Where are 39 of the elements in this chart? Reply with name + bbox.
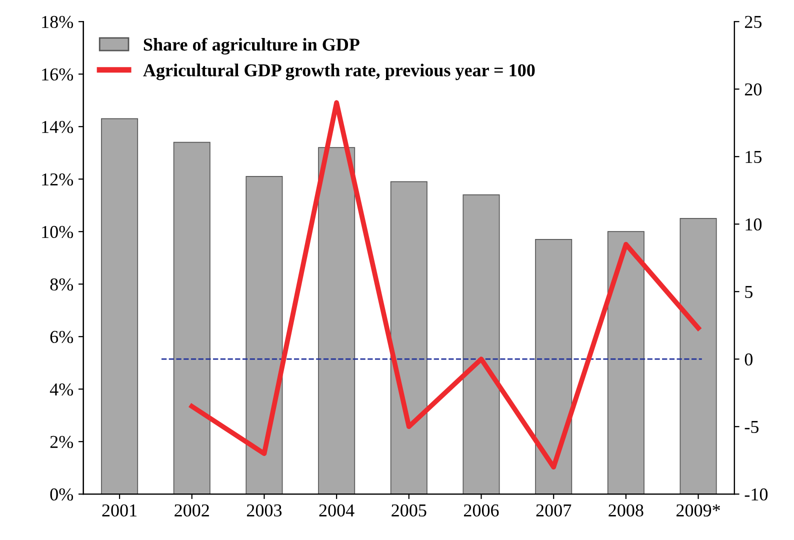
legend-label: Share of agriculture in GDP — [144, 38, 360, 55]
y2-tick-label: 15 — [746, 150, 762, 164]
legend-label: Agricultural GDP growth rate, previous year = 100 — [143, 64, 535, 80]
x-tick-label: 2008 — [608, 504, 644, 517]
line-series — [189, 100, 701, 470]
x-tick-label: 2003 — [246, 504, 282, 517]
bar — [462, 194, 500, 494]
bar — [535, 239, 572, 494]
y2-tick-label: 5 — [745, 286, 752, 298]
y-tick-label: 2% — [50, 436, 74, 448]
y-tick-label: 0% — [50, 488, 74, 501]
x-tick-label: 2009* — [676, 504, 720, 517]
y2-tick-label: 25 — [744, 16, 762, 28]
y-tick-label: 18% — [42, 16, 74, 28]
y-tick-label: 12% — [42, 173, 74, 186]
y2-tick-label: -10 — [744, 488, 768, 501]
y2-tick-label: 10 — [746, 218, 762, 231]
y-tick-label: 8% — [50, 278, 74, 291]
x-tick-label: 2004 — [319, 504, 354, 517]
y2-tick-label: 20 — [744, 83, 762, 96]
x-tick-label: 2005 — [392, 504, 426, 517]
bar — [607, 231, 644, 494]
bar — [390, 181, 428, 494]
x-tick-label: 2006 — [464, 504, 499, 517]
y-tick-label: 10% — [42, 226, 74, 238]
bar — [101, 118, 138, 494]
bar — [173, 142, 210, 494]
x-tick-label: 2001 — [102, 504, 137, 517]
y2-tick-label: 0 — [744, 353, 753, 366]
y-tick-label: 16% — [42, 68, 74, 81]
y-tick-label: 6% — [50, 330, 74, 344]
y-tick-label: 4% — [50, 383, 74, 396]
y2-tick-label: -5 — [744, 421, 759, 434]
bar — [246, 176, 283, 494]
bar — [318, 147, 356, 494]
x-tick-label: 2007 — [536, 504, 572, 517]
bar — [680, 218, 717, 494]
y-tick-label: 14% — [42, 120, 74, 134]
x-tick-label: 2002 — [174, 504, 209, 517]
